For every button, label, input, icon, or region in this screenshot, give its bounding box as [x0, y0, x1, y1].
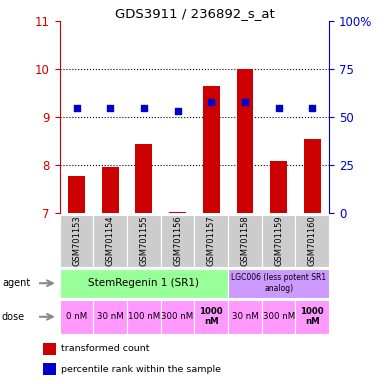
Bar: [296, 215, 329, 267]
Text: 30 nM: 30 nM: [232, 312, 258, 321]
Text: 0 nM: 0 nM: [66, 312, 87, 321]
Point: [208, 99, 214, 105]
Bar: [93, 300, 127, 334]
Text: percentile rank within the sample: percentile rank within the sample: [61, 365, 221, 374]
Bar: [228, 269, 329, 298]
Text: GSM701154: GSM701154: [106, 216, 115, 266]
Point: [107, 104, 113, 111]
Text: GSM701156: GSM701156: [173, 215, 182, 266]
Bar: [127, 215, 161, 267]
Bar: [60, 300, 93, 334]
Bar: [68, 176, 85, 213]
Bar: [262, 215, 296, 267]
Point: [141, 104, 147, 111]
Bar: [203, 86, 220, 213]
Text: GSM701153: GSM701153: [72, 215, 81, 266]
Bar: [194, 215, 228, 267]
Text: 1000
nM: 1000 nM: [199, 307, 223, 326]
Bar: [169, 212, 186, 213]
Title: GDS3911 / 236892_s_at: GDS3911 / 236892_s_at: [115, 7, 274, 20]
Bar: [228, 300, 262, 334]
Bar: [43, 363, 56, 375]
Point: [276, 104, 282, 111]
Bar: [161, 300, 194, 334]
Bar: [43, 343, 56, 355]
Bar: [60, 269, 228, 298]
Text: GSM701155: GSM701155: [139, 216, 148, 266]
Point: [74, 104, 80, 111]
Bar: [228, 215, 262, 267]
Text: GSM701159: GSM701159: [274, 216, 283, 266]
Bar: [60, 215, 93, 267]
Text: GSM701158: GSM701158: [241, 215, 249, 266]
Point: [242, 99, 248, 105]
Text: 1000
nM: 1000 nM: [301, 307, 324, 326]
Bar: [127, 300, 161, 334]
Text: transformed count: transformed count: [61, 344, 149, 353]
Bar: [136, 144, 152, 213]
Text: GSM701157: GSM701157: [207, 215, 216, 266]
Bar: [93, 215, 127, 267]
Text: StemRegenin 1 (SR1): StemRegenin 1 (SR1): [89, 278, 199, 288]
Bar: [194, 300, 228, 334]
Text: 300 nM: 300 nM: [161, 312, 194, 321]
Point: [174, 108, 181, 114]
Bar: [102, 167, 119, 213]
Text: dose: dose: [2, 312, 25, 322]
Text: LGC006 (less potent SR1
analog): LGC006 (less potent SR1 analog): [231, 273, 326, 293]
Bar: [236, 69, 253, 213]
Text: 100 nM: 100 nM: [128, 312, 160, 321]
Text: agent: agent: [2, 278, 30, 288]
Bar: [161, 215, 194, 267]
Bar: [296, 300, 329, 334]
Text: 300 nM: 300 nM: [263, 312, 295, 321]
Bar: [270, 161, 287, 213]
Text: 30 nM: 30 nM: [97, 312, 124, 321]
Bar: [304, 139, 321, 213]
Bar: [262, 300, 296, 334]
Text: GSM701160: GSM701160: [308, 215, 317, 266]
Point: [309, 104, 315, 111]
